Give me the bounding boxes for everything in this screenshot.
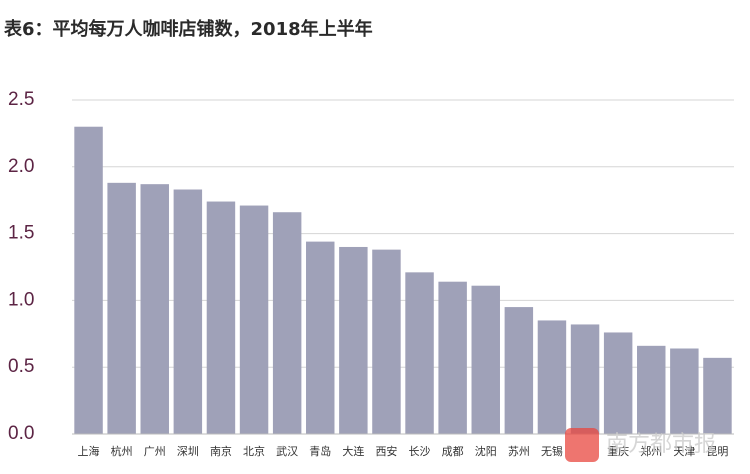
bar	[272, 212, 302, 434]
x-tick-label: 杭州	[111, 444, 133, 458]
bar	[504, 307, 534, 434]
bar	[703, 357, 732, 434]
watermark: 南方都市报	[606, 432, 716, 457]
bar	[570, 324, 600, 434]
bar	[306, 241, 335, 434]
bar	[637, 345, 666, 434]
x-tick-label: 成都	[442, 445, 464, 458]
x-tick-label: 深圳	[177, 445, 199, 458]
bar	[173, 189, 203, 434]
watermark-logo	[565, 428, 599, 462]
y-tick-label: 1.0	[8, 289, 34, 310]
y-tick-label: 0.0	[8, 423, 34, 444]
bar	[140, 184, 169, 434]
x-tick-label: 天津	[673, 445, 695, 458]
x-tick-label: 大连	[342, 444, 364, 458]
bar	[670, 348, 699, 434]
bar	[405, 272, 434, 434]
bar	[603, 332, 633, 434]
x-tick-label: 沈阳	[475, 444, 497, 458]
bar	[471, 285, 500, 434]
x-tick-label: 武汉	[276, 445, 298, 458]
chart-title: 表6：平均每万人咖啡店铺数，2018年上半年	[4, 18, 373, 40]
bar	[74, 126, 103, 434]
bar	[107, 182, 136, 434]
x-tick-label: 长沙	[409, 445, 431, 458]
bar	[206, 201, 236, 434]
x-tick-label: 郑州	[640, 444, 662, 458]
x-tick-label: 北京	[243, 444, 265, 458]
x-tick-label: 重庆	[607, 444, 629, 458]
x-tick-label: 青岛	[309, 444, 331, 458]
x-tick-label: 无锡	[541, 444, 563, 458]
y-tick-label: 0.5	[8, 356, 34, 377]
y-tick-label: 2.5	[8, 89, 34, 110]
x-tick-label: 上海	[78, 444, 100, 458]
bar	[239, 205, 269, 434]
x-tick-label: 昆明	[706, 445, 728, 458]
x-tick-label: 广州	[144, 445, 166, 458]
x-tick-label: 南京	[210, 444, 232, 458]
bar	[372, 249, 401, 434]
y-tick-label: 1.5	[8, 223, 34, 244]
bar	[438, 281, 467, 434]
bar	[537, 320, 567, 434]
bar	[339, 246, 368, 434]
x-tick-label: 苏州	[508, 445, 530, 458]
x-tick-label: 西安	[375, 444, 397, 458]
y-tick-label: 2.0	[8, 156, 34, 177]
